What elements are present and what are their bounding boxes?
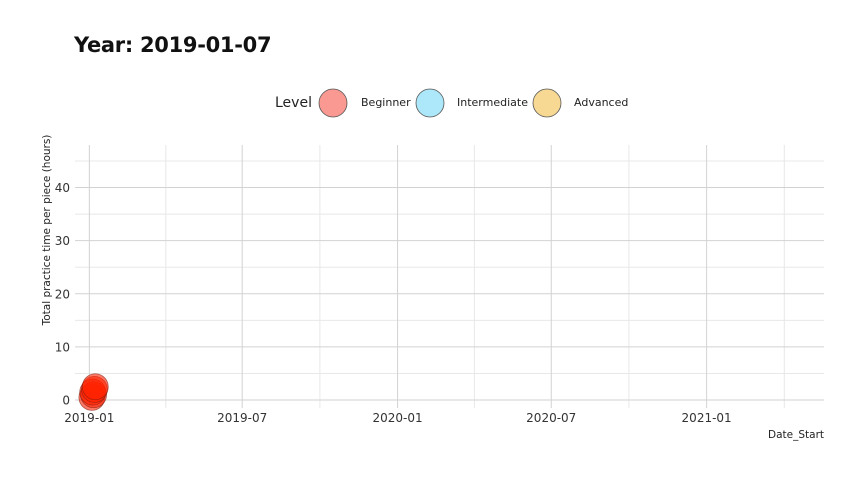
x-tick-label: 2019-01	[64, 411, 114, 425]
x-tick-label: 2020-01	[372, 411, 422, 425]
y-axis-label: Total practice time per piece (hours)	[41, 134, 53, 326]
legend-key-advanced	[532, 88, 562, 118]
x-tick-label: 2021-01	[682, 411, 732, 425]
y-tick-label: 0	[62, 394, 70, 408]
x-tick-label: 2019-07	[217, 411, 267, 425]
y-tick-label: 30	[55, 234, 70, 248]
legend-label-beginner: Beginner	[361, 96, 411, 109]
data-point	[81, 373, 109, 401]
x-axis-label: Date_Start	[768, 429, 824, 441]
y-tick-label: 40	[55, 181, 70, 195]
y-tick-label: 20	[55, 287, 70, 301]
legend-key-beginner	[318, 88, 348, 118]
legend-key-intermediate	[415, 88, 445, 118]
legend: Level Beginner Intermediate Advanced	[0, 88, 864, 118]
legend-title: Level	[275, 95, 312, 111]
y-tick-label: 10	[55, 340, 70, 354]
chart-title: Year: 2019-01-07	[74, 33, 272, 57]
legend-label-advanced: Advanced	[574, 96, 629, 109]
legend-label-intermediate: Intermediate	[457, 96, 528, 109]
x-tick-label: 2020-07	[526, 411, 576, 425]
